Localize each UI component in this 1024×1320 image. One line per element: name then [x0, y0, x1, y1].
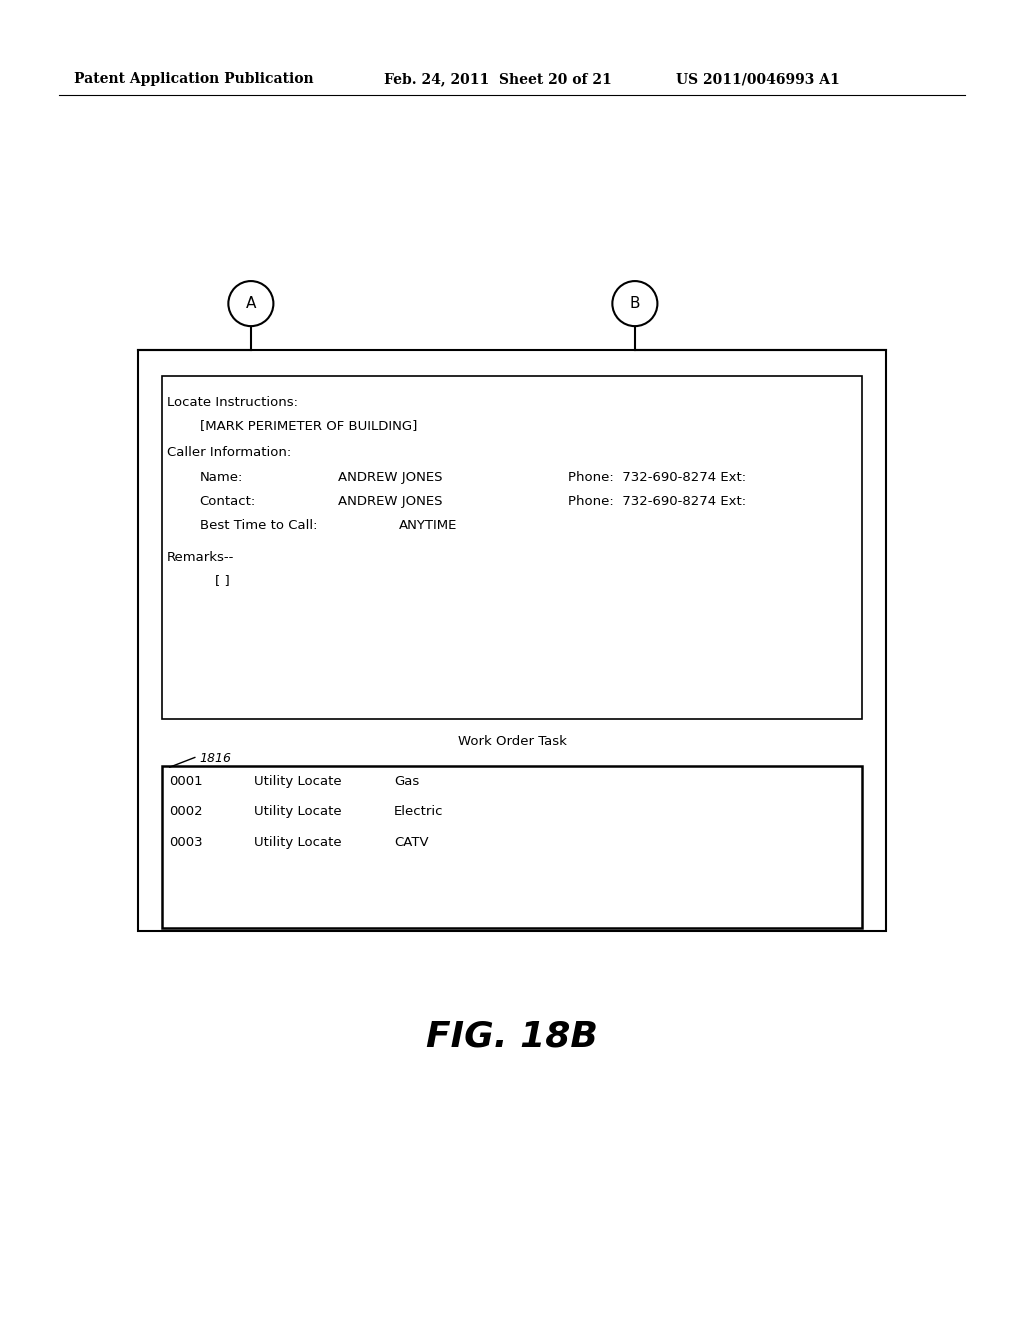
- Bar: [162, 376, 862, 719]
- Text: 1816: 1816: [200, 752, 231, 766]
- Text: US 2011/0046993 A1: US 2011/0046993 A1: [676, 73, 840, 86]
- Text: 0001: 0001: [169, 775, 203, 788]
- Text: Gas: Gas: [394, 775, 420, 788]
- Text: [MARK PERIMETER OF BUILDING]: [MARK PERIMETER OF BUILDING]: [200, 418, 417, 432]
- Text: Contact:: Contact:: [200, 495, 256, 508]
- Text: Utility Locate: Utility Locate: [254, 836, 342, 849]
- Text: A: A: [246, 296, 256, 312]
- Text: 0002: 0002: [169, 805, 203, 818]
- Text: ANDREW JONES: ANDREW JONES: [338, 471, 442, 484]
- Text: B: B: [630, 296, 640, 312]
- Text: Electric: Electric: [394, 805, 443, 818]
- Text: ANDREW JONES: ANDREW JONES: [338, 495, 442, 508]
- Text: Phone:  732-690-8274 Ext:: Phone: 732-690-8274 Ext:: [568, 471, 746, 484]
- Text: Phone:  732-690-8274 Ext:: Phone: 732-690-8274 Ext:: [568, 495, 746, 508]
- Text: Utility Locate: Utility Locate: [254, 805, 342, 818]
- Text: Locate Instructions:: Locate Instructions:: [167, 396, 298, 409]
- Text: Remarks--: Remarks--: [167, 550, 234, 564]
- Text: Utility Locate: Utility Locate: [254, 775, 342, 788]
- Text: [ ]: [ ]: [215, 574, 229, 587]
- Bar: [162, 766, 862, 928]
- Bar: [138, 350, 886, 931]
- Text: 0003: 0003: [169, 836, 203, 849]
- Text: Best Time to Call:: Best Time to Call:: [200, 519, 317, 532]
- Text: FIG. 18B: FIG. 18B: [426, 1019, 598, 1053]
- Text: Work Order Task: Work Order Task: [458, 735, 566, 748]
- Ellipse shape: [228, 281, 273, 326]
- Text: Name:: Name:: [200, 471, 243, 484]
- Text: Patent Application Publication: Patent Application Publication: [74, 73, 313, 86]
- Text: CATV: CATV: [394, 836, 429, 849]
- Text: ANYTIME: ANYTIME: [399, 519, 458, 532]
- Text: Caller Information:: Caller Information:: [167, 446, 291, 459]
- Ellipse shape: [612, 281, 657, 326]
- Text: Feb. 24, 2011  Sheet 20 of 21: Feb. 24, 2011 Sheet 20 of 21: [384, 73, 611, 86]
